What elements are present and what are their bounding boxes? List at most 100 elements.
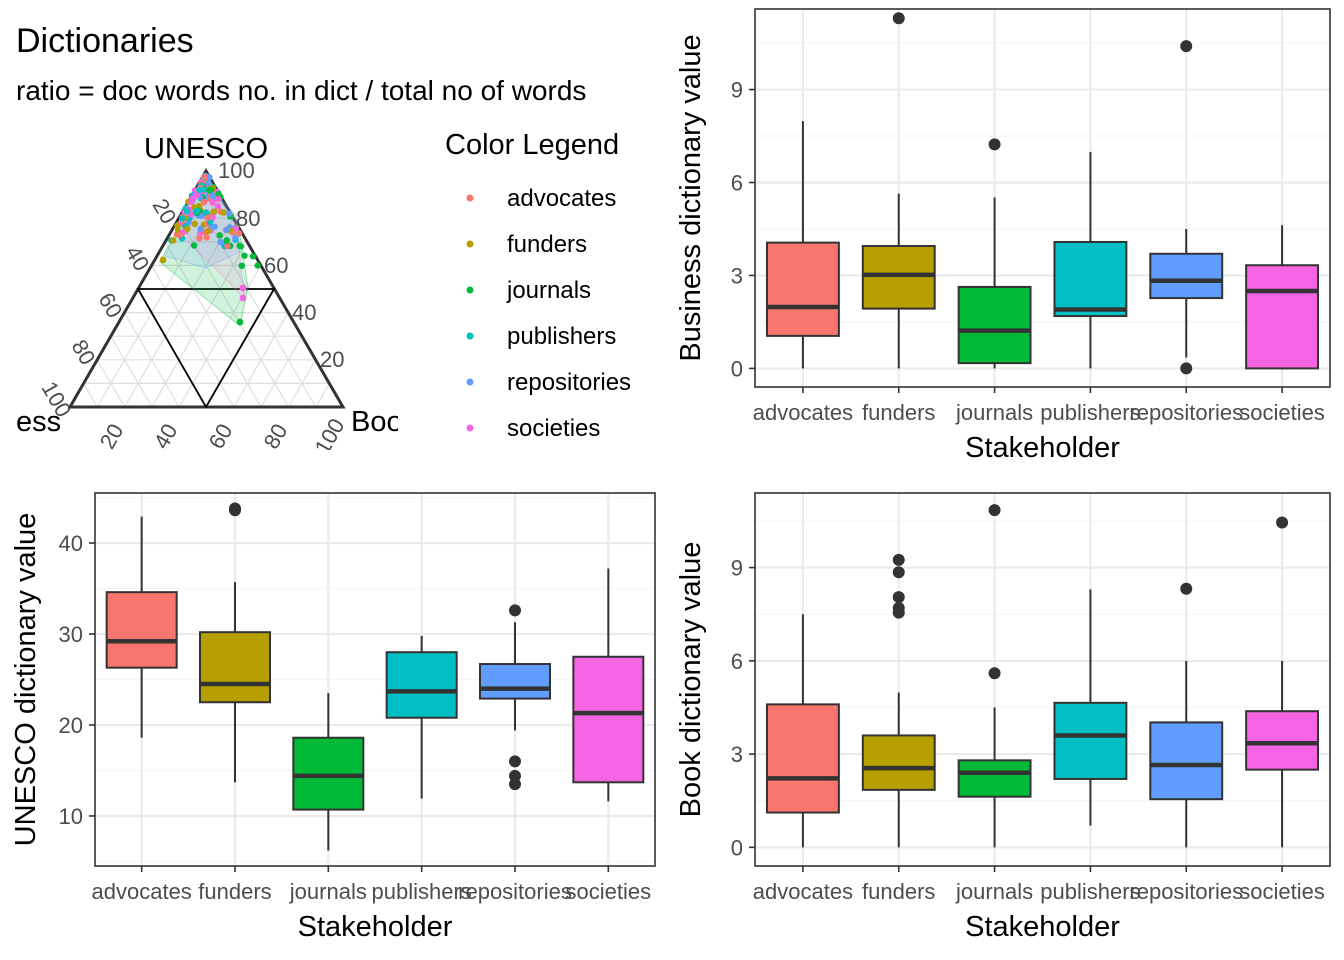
box-body <box>199 631 271 704</box>
ternary-point-repositories <box>197 225 204 233</box>
legend-key-funders <box>466 240 474 248</box>
outlier-point <box>229 504 241 517</box>
legend-item-journals: journals <box>466 277 591 304</box>
ternary-points <box>159 172 261 326</box>
legend-item-publishers: publishers <box>466 323 616 350</box>
legend-key-societies <box>466 424 474 432</box>
unesco-boxplot-panel: 10 20 30 40 advocates funders journals publishe… <box>10 492 656 943</box>
bottom-tick-label: 40 <box>149 419 183 453</box>
ternary-point-journals <box>249 253 257 260</box>
y-axis-title: UNESCO dictionary value <box>10 513 42 847</box>
y-tick-label: 40 <box>59 531 83 556</box>
box-funders <box>199 502 271 783</box>
y-tick-label: 6 <box>731 649 743 674</box>
outlier-point <box>988 504 1001 517</box>
ternary-point-publishers <box>203 209 210 216</box>
y-tick-label: 6 <box>731 171 743 196</box>
y-axis-title: Business dictionary value <box>675 34 707 361</box>
box-repositories <box>1149 582 1224 848</box>
legend-label: funders <box>507 231 587 258</box>
ternary-point-advocates <box>176 231 184 239</box>
box-funders <box>861 12 936 369</box>
legend-item-funders: funders <box>466 231 587 258</box>
box-advocates <box>105 516 178 738</box>
y-tick-label: 9 <box>731 556 743 581</box>
bottom-tick-label: 60 <box>204 419 238 453</box>
x-tick-label: societies <box>566 879 652 904</box>
box-body <box>105 591 178 669</box>
ternary-point-funders <box>204 227 212 235</box>
legend-key-advocates <box>466 194 474 202</box>
ternary-point-publishers <box>179 215 186 222</box>
x-axis-title: Stakeholder <box>965 432 1120 464</box>
y-tick-label: 10 <box>59 804 83 829</box>
ternary-grid-line <box>110 335 153 408</box>
y-tick-label: 9 <box>731 78 743 103</box>
outlier-point <box>1180 362 1193 375</box>
x-tick-label: journals <box>955 879 1033 904</box>
ternary-grid-line <box>164 241 262 408</box>
ternary-grid-line <box>178 217 289 408</box>
box-body <box>861 734 936 791</box>
x-tick-label: advocates <box>92 879 192 904</box>
ternary-point-journals <box>206 187 213 194</box>
business-boxplot-panel: 0 3 6 9 advocates funders journals publishersre… <box>675 8 1331 464</box>
y-tick-label: 30 <box>59 622 83 647</box>
panel-border <box>754 492 1331 867</box>
legend-label: societies <box>507 415 600 442</box>
legend-item-advocates: advocates <box>466 185 616 212</box>
outlier-point <box>892 566 905 579</box>
legend-label: repositories <box>507 369 631 396</box>
box-repositories <box>1149 40 1224 375</box>
ternary-point-journals <box>241 252 248 259</box>
box-body <box>765 703 840 814</box>
ternary-grid-line <box>260 335 303 408</box>
ternary-point-societies <box>209 199 216 206</box>
outlier-point <box>892 553 905 566</box>
ternary-point-advocates <box>201 173 209 181</box>
ternary-title: Dictionaries <box>16 22 194 60</box>
box-publishers <box>385 635 458 799</box>
x-tick-label: publishers <box>1040 879 1140 904</box>
plot-background <box>755 493 1330 866</box>
box-body <box>1245 264 1320 370</box>
ternary-point-societies <box>193 192 200 199</box>
ternary-point-repositories <box>217 238 224 246</box>
x-tick-label: funders <box>198 879 271 904</box>
x-tick-label: publishers <box>372 879 472 904</box>
x-tick-label: repositories <box>1129 879 1243 904</box>
ternary-point-funders <box>191 220 198 227</box>
ternary-point-journals <box>223 237 230 244</box>
x-tick-label: societies <box>1239 879 1325 904</box>
box-body <box>957 285 1032 365</box>
bottom-tick-label: 20 <box>95 419 129 453</box>
outlier-point <box>509 604 521 617</box>
ternary-point-journals <box>254 262 261 269</box>
right-tick-label: 80 <box>236 206 260 231</box>
ternary-point-journals <box>237 243 244 250</box>
ternary-point-funders <box>170 237 177 244</box>
right-tick-label: 100 <box>218 158 255 183</box>
ternary-right-label: Boo <box>351 406 403 438</box>
x-tick-label: advocates <box>753 400 853 425</box>
box-advocates <box>765 614 840 848</box>
bottom-tick-label: 100 <box>309 414 349 458</box>
ternary-point-publishers <box>183 208 191 215</box>
ternary-point-journals <box>216 232 223 239</box>
right-tick-label: 60 <box>264 253 288 278</box>
box-journals <box>292 693 365 851</box>
box-advocates <box>765 121 840 369</box>
x-tick-label: funders <box>862 400 935 425</box>
outlier-point <box>892 591 905 604</box>
box-body <box>572 655 645 784</box>
legend-item-repositories: repositories <box>466 369 631 396</box>
ternary-point-societies <box>188 195 196 203</box>
box-body <box>385 651 458 719</box>
box-body <box>1149 721 1224 801</box>
ternary-point-repositories <box>226 210 233 217</box>
box-journals <box>957 504 1032 848</box>
ternary-point-societies <box>232 224 240 232</box>
box-body <box>861 245 936 310</box>
box-funders <box>861 553 936 848</box>
ternary-point-journals <box>190 242 198 249</box>
